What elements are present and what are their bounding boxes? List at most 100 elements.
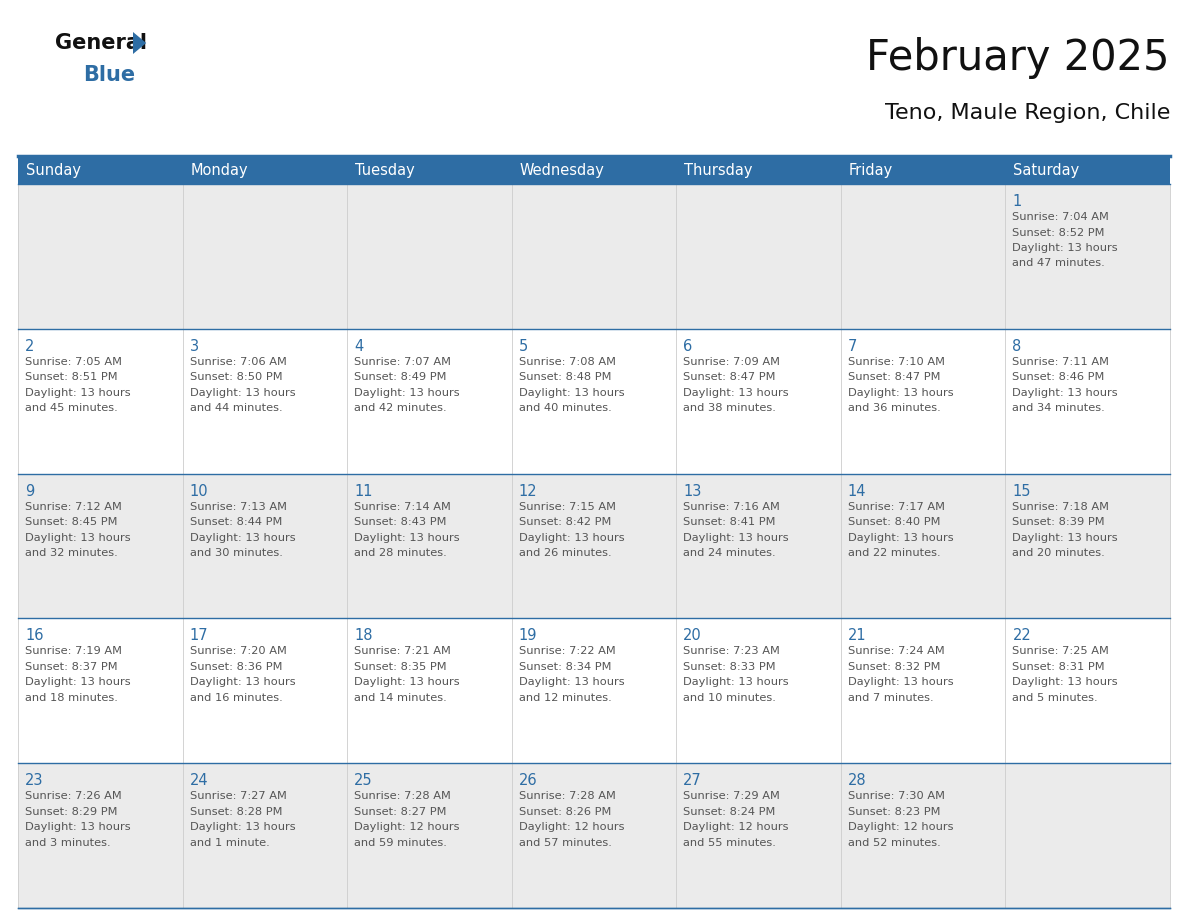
Text: 22: 22 — [1012, 629, 1031, 644]
Text: and 45 minutes.: and 45 minutes. — [25, 403, 118, 413]
Text: and 3 minutes.: and 3 minutes. — [25, 838, 110, 847]
Text: Sunrise: 7:17 AM: Sunrise: 7:17 AM — [848, 501, 944, 511]
Text: Sunrise: 7:24 AM: Sunrise: 7:24 AM — [848, 646, 944, 656]
Text: 11: 11 — [354, 484, 373, 498]
Text: Sunrise: 7:19 AM: Sunrise: 7:19 AM — [25, 646, 122, 656]
Text: and 42 minutes.: and 42 minutes. — [354, 403, 447, 413]
Text: Sunset: 8:39 PM: Sunset: 8:39 PM — [1012, 517, 1105, 527]
Text: Sunset: 8:35 PM: Sunset: 8:35 PM — [354, 662, 447, 672]
Text: Daylight: 13 hours: Daylight: 13 hours — [1012, 532, 1118, 543]
Text: Sunrise: 7:11 AM: Sunrise: 7:11 AM — [1012, 357, 1110, 367]
Text: and 44 minutes.: and 44 minutes. — [190, 403, 283, 413]
Text: Sunrise: 7:15 AM: Sunrise: 7:15 AM — [519, 501, 615, 511]
Text: 26: 26 — [519, 773, 537, 789]
Text: Daylight: 13 hours: Daylight: 13 hours — [848, 387, 954, 397]
Bar — [18, 619, 1170, 763]
Text: 2: 2 — [25, 339, 34, 353]
Text: Sunset: 8:26 PM: Sunset: 8:26 PM — [519, 807, 611, 817]
Text: 21: 21 — [848, 629, 866, 644]
Text: 3: 3 — [190, 339, 198, 353]
Text: Blue: Blue — [83, 65, 135, 85]
Text: 12: 12 — [519, 484, 537, 498]
Text: Daylight: 13 hours: Daylight: 13 hours — [25, 823, 131, 833]
Polygon shape — [133, 32, 146, 54]
Text: Saturday: Saturday — [1013, 162, 1080, 177]
Text: Sunday: Sunday — [26, 162, 81, 177]
Text: Sunset: 8:27 PM: Sunset: 8:27 PM — [354, 807, 447, 817]
Text: Monday: Monday — [190, 162, 248, 177]
Text: Sunrise: 7:10 AM: Sunrise: 7:10 AM — [848, 357, 944, 367]
Text: Sunset: 8:40 PM: Sunset: 8:40 PM — [848, 517, 941, 527]
Text: Sunrise: 7:12 AM: Sunrise: 7:12 AM — [25, 501, 122, 511]
Text: and 36 minutes.: and 36 minutes. — [848, 403, 941, 413]
Text: Sunset: 8:41 PM: Sunset: 8:41 PM — [683, 517, 776, 527]
Text: and 32 minutes.: and 32 minutes. — [25, 548, 118, 558]
Text: Daylight: 13 hours: Daylight: 13 hours — [190, 823, 295, 833]
Text: and 55 minutes.: and 55 minutes. — [683, 838, 776, 847]
Text: and 1 minute.: and 1 minute. — [190, 838, 270, 847]
Text: Daylight: 13 hours: Daylight: 13 hours — [354, 532, 460, 543]
Text: Daylight: 13 hours: Daylight: 13 hours — [190, 387, 295, 397]
Text: Sunrise: 7:08 AM: Sunrise: 7:08 AM — [519, 357, 615, 367]
Text: Daylight: 13 hours: Daylight: 13 hours — [354, 387, 460, 397]
Text: Sunrise: 7:26 AM: Sunrise: 7:26 AM — [25, 791, 121, 801]
Text: Sunset: 8:28 PM: Sunset: 8:28 PM — [190, 807, 282, 817]
Text: Sunrise: 7:27 AM: Sunrise: 7:27 AM — [190, 791, 286, 801]
Text: and 26 minutes.: and 26 minutes. — [519, 548, 612, 558]
Bar — [18, 329, 1170, 474]
Text: 25: 25 — [354, 773, 373, 789]
Text: February 2025: February 2025 — [866, 37, 1170, 79]
Text: and 28 minutes.: and 28 minutes. — [354, 548, 447, 558]
Text: Sunrise: 7:18 AM: Sunrise: 7:18 AM — [1012, 501, 1110, 511]
Text: and 38 minutes.: and 38 minutes. — [683, 403, 776, 413]
Text: Sunset: 8:42 PM: Sunset: 8:42 PM — [519, 517, 611, 527]
Text: and 59 minutes.: and 59 minutes. — [354, 838, 447, 847]
Text: and 12 minutes.: and 12 minutes. — [519, 693, 612, 703]
Text: Daylight: 12 hours: Daylight: 12 hours — [519, 823, 624, 833]
Text: Daylight: 13 hours: Daylight: 13 hours — [683, 387, 789, 397]
Text: 16: 16 — [25, 629, 44, 644]
Text: Daylight: 13 hours: Daylight: 13 hours — [683, 532, 789, 543]
Text: and 52 minutes.: and 52 minutes. — [848, 838, 941, 847]
Text: and 30 minutes.: and 30 minutes. — [190, 548, 283, 558]
Bar — [18, 474, 1170, 619]
Text: 6: 6 — [683, 339, 693, 353]
Text: Daylight: 13 hours: Daylight: 13 hours — [25, 532, 131, 543]
Text: Daylight: 13 hours: Daylight: 13 hours — [848, 677, 954, 688]
Text: Sunrise: 7:09 AM: Sunrise: 7:09 AM — [683, 357, 781, 367]
Text: Daylight: 13 hours: Daylight: 13 hours — [1012, 387, 1118, 397]
Text: Daylight: 13 hours: Daylight: 13 hours — [848, 532, 954, 543]
Text: and 7 minutes.: and 7 minutes. — [848, 693, 934, 703]
Text: Sunrise: 7:05 AM: Sunrise: 7:05 AM — [25, 357, 122, 367]
Text: General: General — [55, 33, 147, 53]
Text: Teno, Maule Region, Chile: Teno, Maule Region, Chile — [885, 103, 1170, 123]
Text: Sunset: 8:47 PM: Sunset: 8:47 PM — [683, 373, 776, 382]
Text: Sunrise: 7:29 AM: Sunrise: 7:29 AM — [683, 791, 781, 801]
Bar — [18, 184, 1170, 329]
Text: and 47 minutes.: and 47 minutes. — [1012, 259, 1105, 268]
Text: Sunset: 8:43 PM: Sunset: 8:43 PM — [354, 517, 447, 527]
Text: Sunset: 8:51 PM: Sunset: 8:51 PM — [25, 373, 118, 382]
Text: 5: 5 — [519, 339, 527, 353]
Text: Daylight: 12 hours: Daylight: 12 hours — [354, 823, 460, 833]
Text: Daylight: 12 hours: Daylight: 12 hours — [683, 823, 789, 833]
Bar — [18, 763, 1170, 908]
Text: Sunset: 8:37 PM: Sunset: 8:37 PM — [25, 662, 118, 672]
Text: 10: 10 — [190, 484, 208, 498]
Text: 17: 17 — [190, 629, 208, 644]
Text: Daylight: 13 hours: Daylight: 13 hours — [190, 532, 295, 543]
Text: Sunrise: 7:25 AM: Sunrise: 7:25 AM — [1012, 646, 1110, 656]
Text: and 10 minutes.: and 10 minutes. — [683, 693, 776, 703]
Text: and 34 minutes.: and 34 minutes. — [1012, 403, 1105, 413]
Text: Sunrise: 7:21 AM: Sunrise: 7:21 AM — [354, 646, 451, 656]
Text: Sunset: 8:34 PM: Sunset: 8:34 PM — [519, 662, 611, 672]
Text: Sunrise: 7:28 AM: Sunrise: 7:28 AM — [354, 791, 451, 801]
Text: Daylight: 13 hours: Daylight: 13 hours — [519, 677, 625, 688]
Text: Daylight: 13 hours: Daylight: 13 hours — [1012, 243, 1118, 253]
Text: and 22 minutes.: and 22 minutes. — [848, 548, 941, 558]
Text: Sunset: 8:24 PM: Sunset: 8:24 PM — [683, 807, 776, 817]
Bar — [18, 156, 1170, 184]
Text: Daylight: 13 hours: Daylight: 13 hours — [1012, 677, 1118, 688]
Text: and 14 minutes.: and 14 minutes. — [354, 693, 447, 703]
Text: 1: 1 — [1012, 194, 1022, 209]
